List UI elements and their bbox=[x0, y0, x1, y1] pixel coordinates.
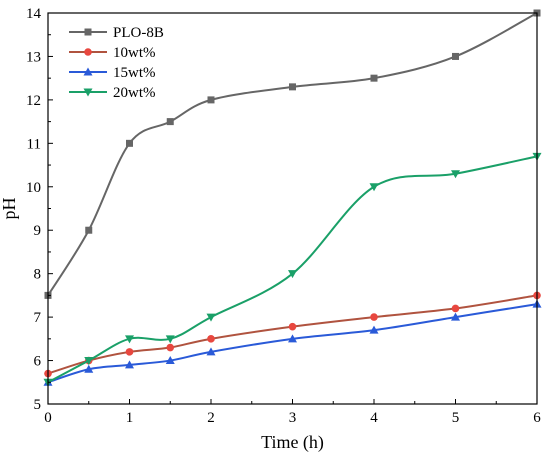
data-point bbox=[289, 83, 296, 91]
legend-label: 15wt% bbox=[113, 65, 156, 81]
legend-marker bbox=[84, 28, 92, 36]
series-line bbox=[47, 155, 538, 384]
legend-entry: 15wt% bbox=[69, 65, 156, 81]
y-tick-label: 13 bbox=[26, 49, 41, 65]
series-4 bbox=[43, 152, 542, 387]
y-tick-label: 6 bbox=[34, 354, 42, 370]
data-point bbox=[165, 335, 175, 344]
data-point bbox=[451, 312, 460, 321]
data-point bbox=[452, 52, 459, 60]
x-tick-label: 0 bbox=[44, 410, 52, 426]
x-tick-label: 2 bbox=[207, 410, 215, 426]
legend-entry: 10wt% bbox=[69, 45, 156, 61]
series-line bbox=[47, 303, 538, 384]
data-point bbox=[288, 322, 297, 331]
legend-label: 20wt% bbox=[113, 85, 156, 101]
legend-marker bbox=[83, 67, 93, 76]
legend-marker bbox=[83, 88, 93, 97]
legend-marker bbox=[84, 48, 92, 56]
legend-entry: PLO-8B bbox=[69, 25, 164, 41]
data-point bbox=[451, 170, 460, 179]
data-point bbox=[165, 356, 175, 365]
series-line bbox=[47, 12, 538, 296]
legend: PLO-8B 10wt% 15wt% 20wt% bbox=[69, 25, 164, 101]
y-tick-label: 11 bbox=[27, 136, 41, 152]
data-point bbox=[288, 270, 297, 279]
data-point bbox=[369, 183, 379, 192]
data-point bbox=[125, 348, 134, 356]
data-point bbox=[126, 139, 133, 147]
y-tick-label: 9 bbox=[34, 223, 42, 239]
series-line bbox=[47, 294, 538, 375]
y-tick-label: 14 bbox=[26, 6, 42, 22]
data-point bbox=[125, 360, 134, 369]
data-point bbox=[207, 96, 215, 104]
data-point bbox=[370, 74, 378, 82]
data-point bbox=[369, 325, 379, 334]
y-tick-label: 5 bbox=[34, 397, 42, 413]
data-point bbox=[207, 335, 215, 343]
x-axis-title: Time (h) bbox=[261, 432, 324, 453]
data-point bbox=[84, 364, 94, 373]
x-tick-label: 5 bbox=[452, 410, 460, 426]
y-axis-title: pH bbox=[0, 198, 19, 220]
x-tick-label: 3 bbox=[289, 410, 297, 426]
data-point bbox=[206, 347, 216, 356]
legend-label: PLO-8B bbox=[113, 25, 164, 41]
data-point bbox=[451, 304, 460, 313]
x-tick-label: 1 bbox=[126, 410, 134, 426]
x-tick-label: 6 bbox=[533, 410, 541, 426]
y-tick-label: 7 bbox=[34, 310, 42, 326]
legend-entry: 20wt% bbox=[69, 85, 156, 101]
data-point bbox=[166, 118, 174, 126]
y-tick-label: 12 bbox=[26, 93, 41, 109]
data-point bbox=[84, 357, 94, 366]
data-point bbox=[166, 343, 175, 352]
data-point bbox=[206, 313, 216, 322]
legend-label: 10wt% bbox=[113, 45, 156, 61]
y-tick-label: 8 bbox=[34, 267, 42, 283]
series-3 bbox=[43, 299, 542, 386]
plot-area bbox=[43, 9, 542, 387]
data-point bbox=[85, 226, 93, 234]
y-tick-label: 10 bbox=[26, 180, 41, 196]
data-point bbox=[125, 335, 134, 344]
data-point bbox=[370, 313, 378, 321]
data-point bbox=[288, 334, 297, 343]
x-tick-label: 4 bbox=[370, 410, 378, 426]
